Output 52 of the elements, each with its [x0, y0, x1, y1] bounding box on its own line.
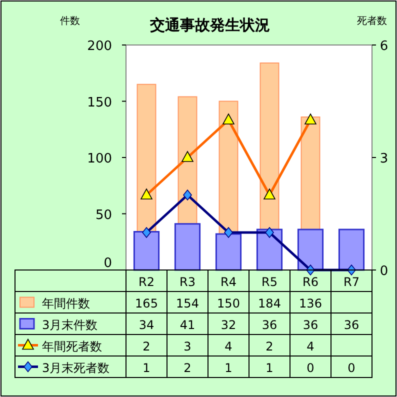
y2-axis-title: 死者数	[357, 15, 387, 27]
bar	[133, 231, 160, 271]
bar	[174, 223, 201, 271]
data-label: 34	[138, 318, 154, 332]
x-tick-label: R4	[220, 275, 236, 289]
data-label: 36	[302, 318, 318, 332]
y2-tick-label: 6	[380, 39, 388, 54]
data-label: 184	[258, 296, 281, 310]
bar	[338, 228, 365, 271]
x-tick-label: R7	[344, 275, 360, 289]
x-tick-label: R2	[138, 275, 154, 289]
bar	[297, 228, 324, 271]
data-label: 32	[220, 318, 236, 332]
point	[183, 190, 192, 200]
data-label: 136	[299, 296, 322, 310]
y2-tick-label: 3	[380, 152, 388, 166]
y-tick-label: 150	[87, 95, 112, 110]
y-tick-label: 200	[87, 39, 112, 54]
data-label: 1	[142, 360, 150, 375]
data-label: 36	[344, 318, 360, 332]
point	[224, 227, 233, 238]
data-label: 1	[266, 360, 274, 375]
data-label: 3	[184, 339, 192, 354]
data-label: 2	[142, 339, 150, 354]
legend-label: 3月末死者数	[42, 360, 110, 375]
x-tick-label: R6	[302, 275, 318, 289]
data-label: 4	[306, 339, 314, 354]
bar	[215, 233, 242, 271]
data-label: 165	[135, 296, 158, 310]
data-label: 4	[224, 339, 232, 354]
data-label: 2	[266, 339, 274, 354]
data-label: 2	[184, 360, 192, 375]
data-label: 1	[224, 360, 232, 375]
legend-label: 年間件数	[42, 296, 90, 310]
data-label: 0	[306, 360, 314, 375]
legend-label: 3月末件数	[42, 318, 98, 332]
point	[142, 227, 151, 238]
data-label: 154	[176, 296, 199, 310]
data-label: 41	[180, 318, 196, 332]
x-tick-label: R5	[262, 275, 278, 289]
y-tick-label: 0	[104, 256, 112, 271]
y-tick-label: 50	[95, 208, 112, 223]
data-label: 150	[217, 296, 240, 310]
legend-label: 年間死者数	[42, 339, 102, 354]
y-tick-label: 100	[87, 152, 112, 166]
x-tick-label: R3	[180, 275, 196, 289]
y-axis-title: 件数	[60, 16, 80, 27]
y2-tick-label: 0	[380, 264, 388, 279]
point	[265, 227, 274, 238]
data-label: 0	[348, 360, 356, 375]
data-label: 36	[262, 318, 278, 332]
chart-title: 交通事故発生状況	[149, 16, 270, 34]
